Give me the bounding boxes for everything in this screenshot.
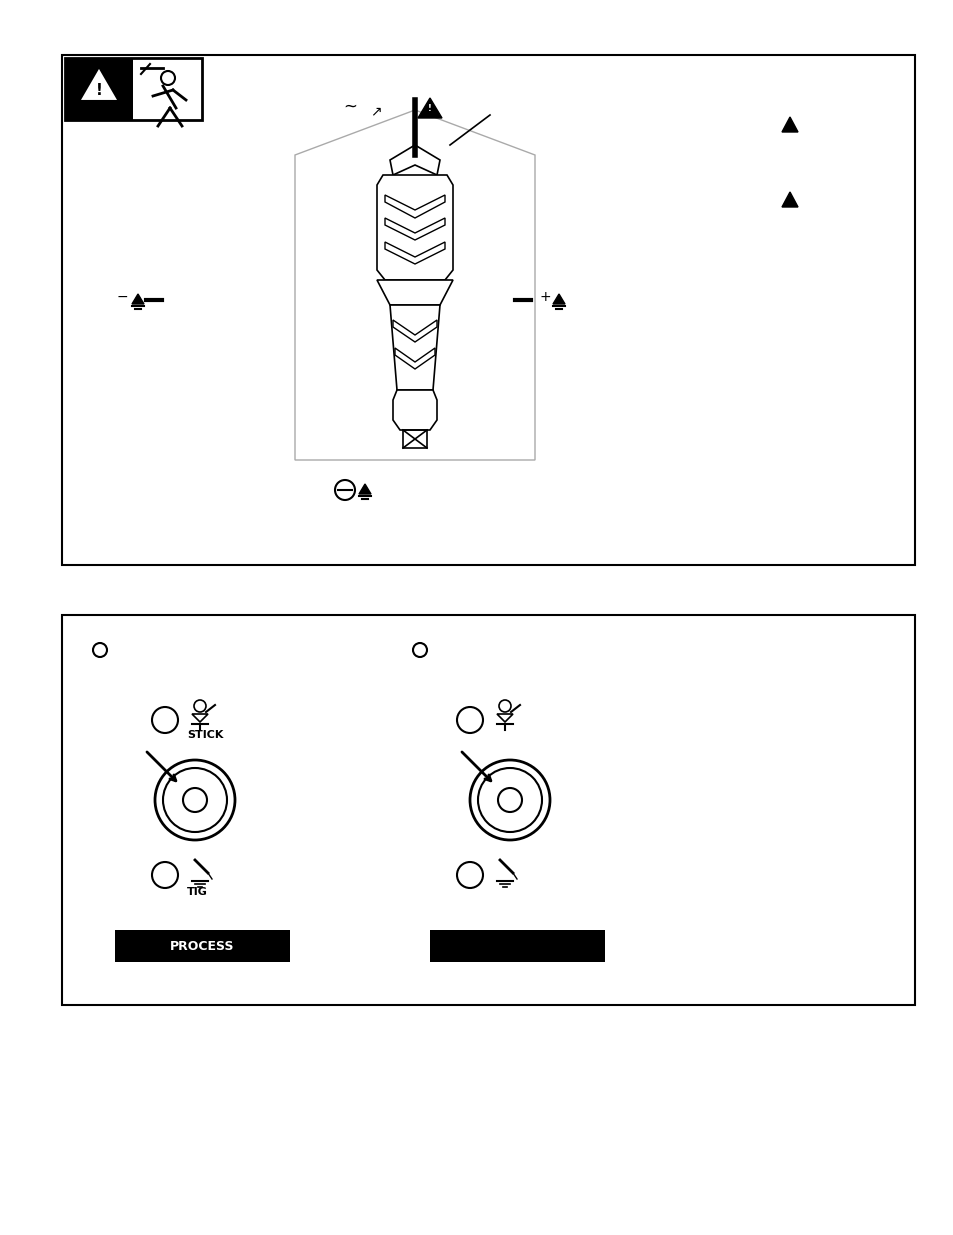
Bar bbox=[115, 930, 290, 962]
Circle shape bbox=[183, 788, 207, 811]
Polygon shape bbox=[385, 242, 444, 264]
Text: STICK: STICK bbox=[187, 730, 223, 740]
Polygon shape bbox=[376, 280, 453, 305]
Polygon shape bbox=[358, 484, 371, 494]
Polygon shape bbox=[393, 390, 436, 430]
Bar bbox=[65, 58, 132, 120]
Bar bbox=[62, 56, 914, 564]
Circle shape bbox=[163, 768, 227, 832]
Polygon shape bbox=[781, 117, 797, 132]
Circle shape bbox=[335, 480, 355, 500]
Text: ~: ~ bbox=[343, 98, 356, 116]
Text: !: ! bbox=[428, 104, 432, 112]
Circle shape bbox=[154, 760, 234, 840]
Circle shape bbox=[470, 760, 550, 840]
Polygon shape bbox=[132, 294, 144, 304]
Polygon shape bbox=[385, 195, 444, 219]
Circle shape bbox=[497, 788, 521, 811]
Polygon shape bbox=[385, 219, 444, 240]
Polygon shape bbox=[376, 175, 453, 280]
Polygon shape bbox=[781, 191, 797, 207]
Bar bbox=[65, 58, 202, 120]
Circle shape bbox=[477, 768, 541, 832]
Text: −: − bbox=[116, 290, 128, 304]
Polygon shape bbox=[83, 70, 115, 99]
Text: !: ! bbox=[95, 83, 102, 99]
Polygon shape bbox=[294, 110, 535, 459]
Bar bbox=[62, 615, 914, 1005]
Polygon shape bbox=[390, 144, 439, 175]
Bar bbox=[132, 58, 206, 120]
Text: ↗: ↗ bbox=[370, 104, 381, 119]
Polygon shape bbox=[390, 305, 439, 390]
Polygon shape bbox=[395, 348, 435, 369]
Text: TIG: TIG bbox=[187, 887, 208, 897]
Text: +: + bbox=[538, 290, 550, 304]
Polygon shape bbox=[417, 98, 441, 119]
Polygon shape bbox=[393, 320, 436, 342]
Polygon shape bbox=[553, 294, 564, 304]
Bar bbox=[430, 930, 604, 962]
Text: PROCESS: PROCESS bbox=[170, 940, 234, 952]
